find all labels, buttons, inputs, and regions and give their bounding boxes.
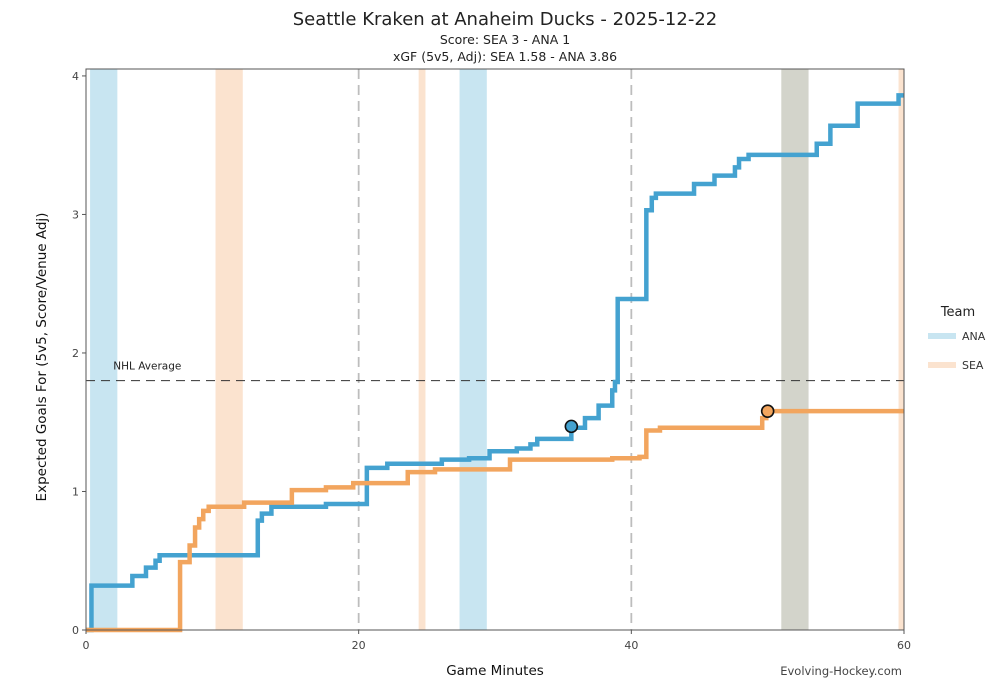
y-tick-label-1: 1 <box>72 485 79 498</box>
penalty-band-sea-1 <box>215 69 243 630</box>
x-axis-ticks: 0 20 40 60 <box>83 630 911 652</box>
source-credit: Evolving-Hockey.com <box>780 664 902 678</box>
x-tick-label-20: 20 <box>352 639 366 652</box>
goal-markers <box>564 404 775 434</box>
chart-subtitle-xgf: xGF (5v5, Adj): SEA 1.58 - ANA 3.86 <box>393 49 617 64</box>
y-tick-label-3: 3 <box>72 208 79 221</box>
nhl-average-label: NHL Average <box>113 361 181 373</box>
goal-marker-sea-0 <box>760 404 775 418</box>
plot-frame <box>85 68 905 631</box>
series-line-sea <box>86 408 904 633</box>
penalty-band-both-4 <box>781 69 809 630</box>
chart-title: Seattle Kraken at Anaheim Ducks - 2025-1… <box>293 9 717 30</box>
reference-lines <box>86 69 904 630</box>
penalty-band-ana-3 <box>459 69 487 630</box>
y-tick-label-0: 0 <box>72 624 79 637</box>
x-tick-label-60: 60 <box>897 639 911 652</box>
penalty-bands <box>90 69 904 630</box>
series-line-ana <box>86 93 904 633</box>
legend-title: Team <box>940 305 975 320</box>
legend-label-sea: SEA <box>962 359 984 372</box>
penalty-band-sea-2 <box>418 69 426 630</box>
penalty-band-sea-5 <box>898 69 904 630</box>
series-lines <box>86 93 904 633</box>
y-tick-label-4: 4 <box>72 70 79 83</box>
penalty-band-ana-0 <box>90 69 118 630</box>
x-tick-label-40: 40 <box>624 639 638 652</box>
chart-subtitle-score: Score: SEA 3 - ANA 1 <box>440 32 570 47</box>
y-axis-ticks: 0 1 2 3 4 <box>72 70 86 637</box>
y-axis-title: Expected Goals For (5v5, Score/Venue Adj… <box>34 213 50 502</box>
goal-marker-ana-0 <box>564 419 579 434</box>
legend-label-ana: ANA <box>962 330 986 343</box>
x-tick-label-0: 0 <box>83 639 90 652</box>
y-tick-label-2: 2 <box>72 347 79 360</box>
legend: Team ANA SEA <box>928 305 986 372</box>
x-axis-title: Game Minutes <box>446 663 544 679</box>
